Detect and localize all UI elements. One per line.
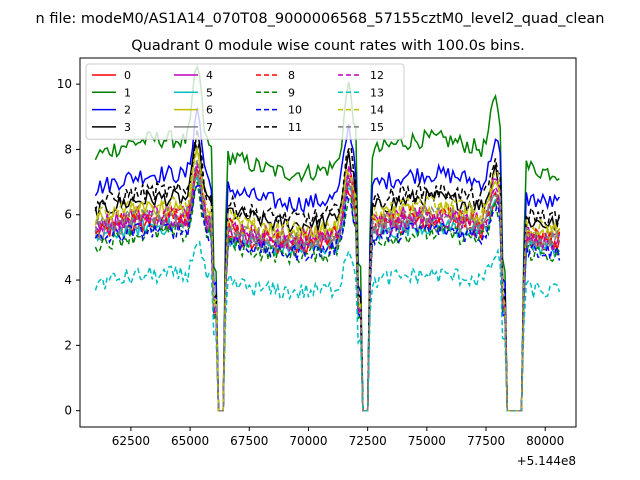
legend-label-7: 7 bbox=[206, 121, 213, 134]
y-tick-label: 10 bbox=[57, 77, 72, 91]
y-tick-label: 6 bbox=[64, 208, 72, 222]
legend-label-9: 9 bbox=[288, 86, 295, 99]
x-tick-label: 70000 bbox=[289, 434, 327, 448]
legend-label-11: 11 bbox=[288, 121, 302, 134]
series-line-8 bbox=[94, 168, 561, 412]
series-line-11 bbox=[94, 129, 561, 412]
series-line-1 bbox=[94, 64, 560, 412]
legend-label-10: 10 bbox=[288, 104, 302, 117]
ticks-layer: 62500 65000 67500 70000 72500 75000 77500 80000… bbox=[57, 77, 565, 448]
legend-label-5: 5 bbox=[206, 86, 213, 99]
legend-label-0: 0 bbox=[124, 69, 131, 82]
legend-label-3: 3 bbox=[124, 121, 131, 134]
series-line-9 bbox=[94, 181, 560, 412]
x-offset-text: +5.144e8 bbox=[517, 454, 576, 468]
x-tick-label: 75000 bbox=[408, 434, 446, 448]
x-tick-label: 80000 bbox=[526, 434, 564, 448]
series-line-10 bbox=[94, 185, 561, 412]
legend-label-6: 6 bbox=[206, 104, 213, 117]
series-line-12 bbox=[94, 160, 561, 412]
x-tick-label: 77500 bbox=[467, 434, 505, 448]
y-tick-label: 8 bbox=[64, 142, 72, 156]
axes-frame bbox=[79, 57, 577, 428]
figure-suptitle: n file: modeM0/AS1A14_070T08_9000006568_… bbox=[36, 11, 605, 27]
series-line-14 bbox=[94, 147, 560, 412]
y-tick-label: 2 bbox=[64, 338, 72, 352]
y-tick-label: 4 bbox=[64, 273, 72, 287]
legend-label-13: 13 bbox=[370, 86, 384, 99]
legend-box bbox=[85, 63, 405, 140]
x-tick-label: 72500 bbox=[349, 434, 387, 448]
series-line-15 bbox=[94, 159, 561, 412]
legend-label-1: 1 bbox=[124, 86, 131, 99]
legend-label-15: 15 bbox=[370, 121, 384, 134]
legend-label-8: 8 bbox=[288, 69, 295, 82]
x-tick-label: 67500 bbox=[230, 434, 268, 448]
series-line-13 bbox=[94, 240, 561, 412]
legend-label-2: 2 bbox=[124, 104, 131, 117]
legend-label-12: 12 bbox=[370, 69, 384, 82]
series-layer bbox=[94, 64, 561, 412]
legend-label-14: 14 bbox=[370, 104, 384, 117]
series-line-3 bbox=[94, 141, 561, 412]
legend-label-4: 4 bbox=[206, 69, 213, 82]
series-line-2 bbox=[94, 107, 561, 412]
x-tick-label: 65000 bbox=[171, 434, 209, 448]
chart-title: Quadrant 0 module wise count rates with … bbox=[131, 38, 525, 54]
y-tick-label: 0 bbox=[64, 404, 72, 418]
x-tick-label: 62500 bbox=[112, 434, 150, 448]
